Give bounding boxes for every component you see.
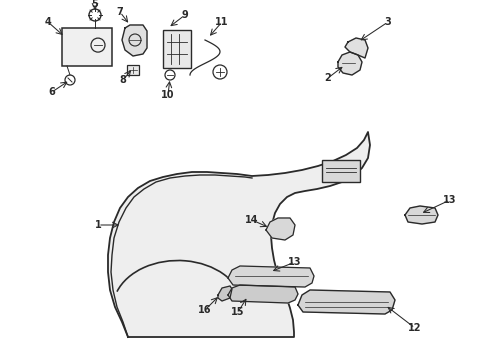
Polygon shape	[122, 25, 147, 56]
Bar	[127, 65, 139, 75]
Text: 9: 9	[182, 10, 188, 20]
Polygon shape	[345, 38, 368, 58]
Text: 14: 14	[245, 215, 259, 225]
Text: 3: 3	[385, 17, 392, 27]
Text: 10: 10	[161, 90, 175, 100]
Bar	[163, 30, 191, 68]
Polygon shape	[228, 285, 298, 303]
Text: 2: 2	[325, 73, 331, 83]
Polygon shape	[218, 286, 232, 301]
Text: 11: 11	[215, 17, 229, 27]
Polygon shape	[298, 290, 395, 314]
Text: 5: 5	[92, 0, 98, 9]
Text: 8: 8	[120, 75, 126, 85]
Text: 7: 7	[117, 7, 123, 17]
Text: 13: 13	[288, 257, 302, 267]
Polygon shape	[266, 218, 295, 240]
Polygon shape	[228, 266, 314, 287]
Text: 12: 12	[408, 323, 422, 333]
Text: 13: 13	[443, 195, 457, 205]
Bar	[62, 28, 112, 66]
Polygon shape	[338, 52, 362, 75]
Text: 4: 4	[45, 17, 51, 27]
Text: 1: 1	[95, 220, 101, 230]
Polygon shape	[405, 206, 438, 224]
FancyBboxPatch shape	[322, 160, 360, 182]
Text: 16: 16	[198, 305, 212, 315]
Text: 6: 6	[49, 87, 55, 97]
Polygon shape	[108, 132, 370, 337]
Text: 15: 15	[231, 307, 245, 317]
